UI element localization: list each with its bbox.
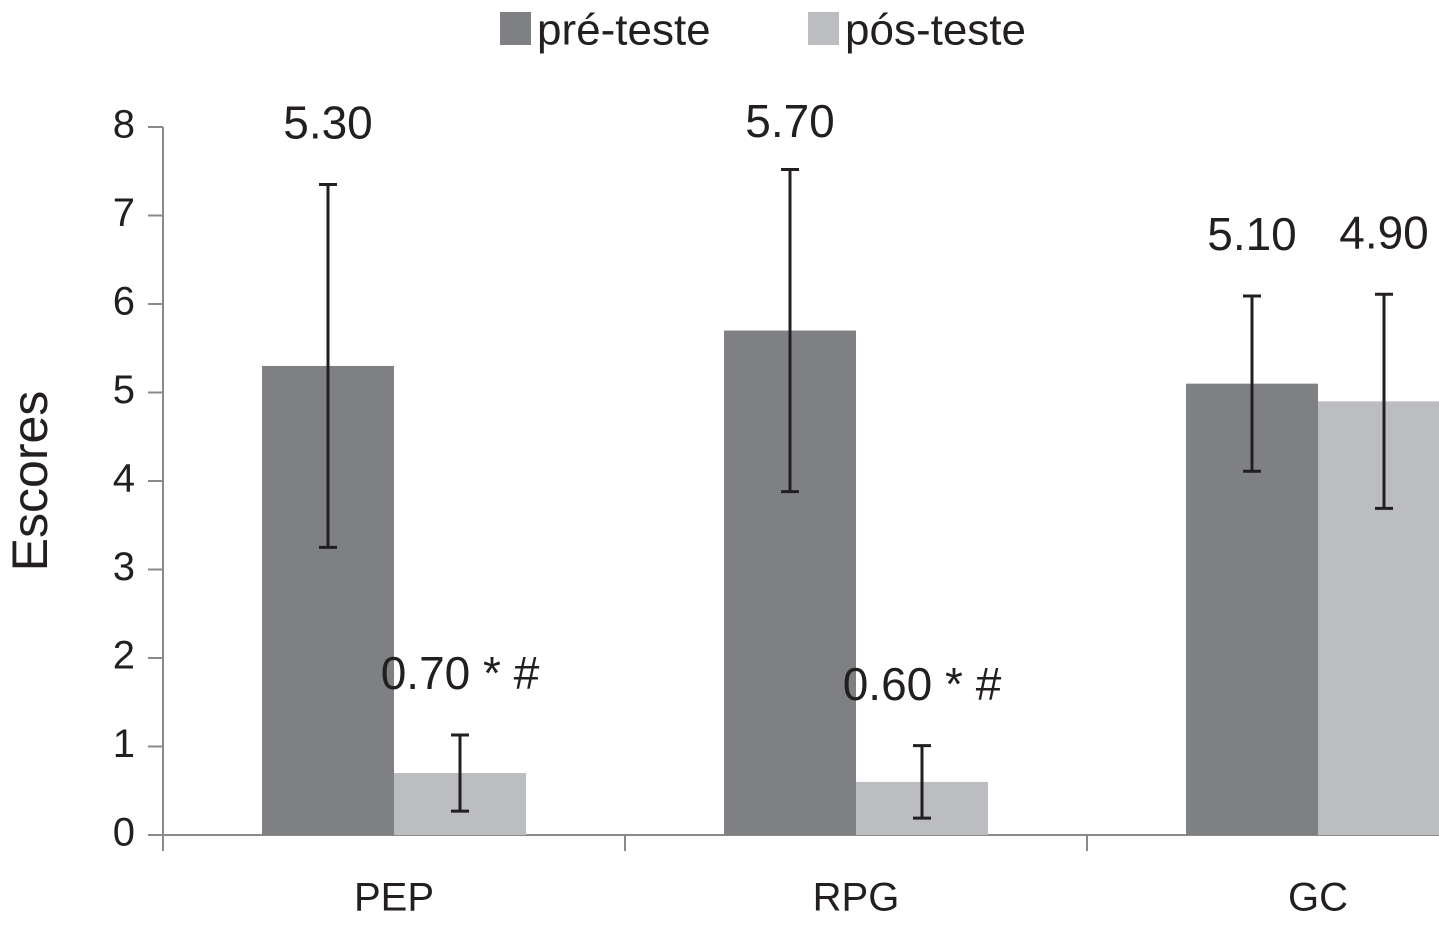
y-tick-label: 0 (113, 811, 135, 855)
legend-swatch (808, 12, 839, 45)
y-axis-label: Escores (2, 391, 58, 572)
y-tick-label: 8 (113, 103, 135, 147)
y-tick-label: 4 (113, 457, 135, 501)
y-tick-label: 7 (113, 191, 135, 235)
legend-label: pré-teste (537, 6, 711, 55)
value-label: 4.90 (1339, 206, 1429, 258)
x-tick-label: RPG (813, 876, 900, 920)
value-label: 0.60 * # (843, 658, 1002, 710)
x-tick-label: PEP (354, 876, 434, 920)
y-tick-label: 6 (113, 280, 135, 324)
y-tick-label: 3 (113, 545, 135, 589)
bar (1318, 401, 1439, 835)
y-tick-label: 2 (113, 634, 135, 678)
x-tick-label: GC (1288, 876, 1348, 920)
y-tick-label: 1 (113, 722, 135, 766)
value-label: 5.70 (745, 95, 835, 147)
value-label: 0.70 * # (381, 647, 540, 699)
value-label: 5.30 (283, 97, 373, 149)
value-label: 5.10 (1207, 208, 1297, 260)
legend-swatch (500, 12, 531, 45)
legend-label: pós-teste (845, 6, 1026, 55)
y-tick-label: 5 (113, 368, 135, 412)
